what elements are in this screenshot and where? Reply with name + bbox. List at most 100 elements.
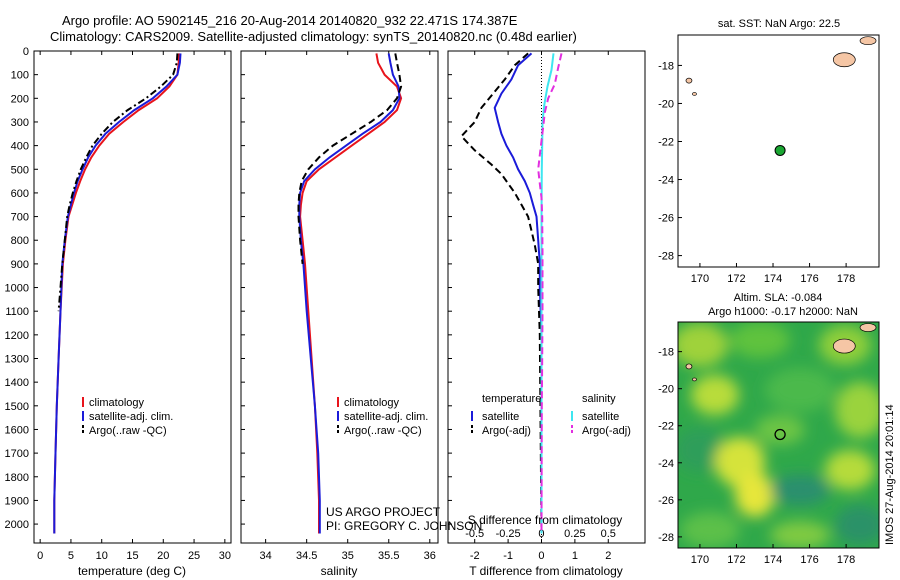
depth-ticks: 0 100 200 300 400 500 600 700 800 900 1000 1100 1200… [5,46,452,531]
sst-map-ticks: 170 172 174 176 178 -18 -20 -22 -24 -26 -28 [658,60,855,285]
sla-map-title: Altim. SLA: -0.084 [734,292,823,304]
s-difference-label: S difference from climatology [468,513,623,527]
depth-tick-label: 1500 [5,401,29,413]
longitude-tick-label: 176 [800,273,818,285]
longitude-tick-label: 178 [837,273,855,285]
series-line-satellite-adj-clim- [53,53,182,534]
latitude-tick-label: -22 [658,421,674,433]
series-line-argo-raw-qc- [297,53,403,265]
depth-tick-label: 200 [11,93,29,105]
project-credit: US ARGO PROJECT [326,505,441,519]
temperature-legend: climatology satellite-adj. clim. Argo(..ra… [82,397,173,437]
x-tick-label: -2 [470,550,480,562]
x-tick-label: 0 [538,550,544,562]
series-line-temperature-satellite [493,52,543,534]
island-shape [692,92,697,96]
x-tick-label: 35.5 [378,550,399,562]
x-tick-label: 34 [260,550,272,562]
x-tick-label: 34.5 [296,550,317,562]
longitude-tick-label: 174 [764,554,782,566]
latitude-tick-label: -28 [658,532,674,544]
depth-tick-label: 500 [11,164,29,176]
legend-label: Argo(..raw -QC) [344,425,422,437]
x-tick-label: 20 [157,550,169,562]
sla-map-ticks: 170 172 174 176 178 -18 -20 -22 -24 -26 -28 [658,347,855,566]
longitude-tick-label: 170 [691,554,709,566]
latitude-tick-label: -22 [658,136,674,148]
imos-timestamp: IMOS 27-Aug-2014 20:01:14 [884,404,896,545]
island-shape [685,363,693,370]
depth-tick-label: 400 [11,141,29,153]
s-diff-tick-label: 0.25 [564,528,585,540]
x-tick-label: 15 [126,550,138,562]
depth-tick-label: 2000 [5,519,29,531]
depth-tick-label: 1000 [5,283,29,295]
depth-tick-label: 1800 [5,472,29,484]
salinity-lines [297,53,403,534]
island-shape [859,323,877,332]
header-line-2: Climatology: CARS2009. Satellite-adjuste… [50,29,577,44]
salinity-x-ticks: 34 34.5 35 35.5 36 [260,51,436,562]
sla-map-panel: Altim. SLA: -0.084 Argo h1000: -0.17 h20… [658,292,880,566]
difference-legend: temperature satellite Argo(-adj) salinity sa… [471,393,631,437]
legend-label: Argo(..raw -QC) [89,425,167,437]
depth-tick-label: 100 [11,70,29,82]
depth-tick-label: 900 [11,259,29,271]
depth-tick-label: 600 [11,188,29,200]
x-tick-label: 35 [342,550,354,562]
difference-axes-frame [447,50,646,544]
island-shape [685,77,693,84]
x-tick-label: 36 [424,550,436,562]
x-tick-label: 30 [219,550,231,562]
float-location-marker [774,144,786,156]
latitude-tick-label: -20 [658,384,674,396]
header-line-1: Argo profile: AO 5902145_216 20-Aug-2014… [62,13,518,28]
x-tick-label: 1 [572,550,578,562]
latitude-tick-label: -28 [658,251,674,263]
series-line-salinity-argo-adj- [537,53,563,534]
temperature-xlabel: temperature (deg C) [78,564,186,578]
s-difference-ticks: -0.5 -0.25 0 0.25 0.5 [465,528,616,540]
legend-label: Argo(-adj) [482,425,531,437]
pi-credit: PI: GREGORY C. JOHNSON [326,519,482,533]
sla-map-subtitle: Argo h1000: -0.17 h2000: NaN [708,306,858,318]
s-diff-tick-label: 0.5 [601,528,616,540]
temperature-x-ticks: 0 5 10 15 20 25 30 [37,51,231,562]
depth-tick-label: 1200 [5,330,29,342]
island-shape [859,36,877,46]
temperature-panel: 0100200300400500600700800900100011001200… [5,46,452,578]
legend-label: climatology [89,397,145,409]
sla-field [678,322,879,548]
depth-tick-label: 700 [11,212,29,224]
longitude-tick-label: 172 [727,554,745,566]
legend-label: satellite-adj. clim. [344,411,428,423]
legend-label: Argo(-adj) [582,425,631,437]
salinity-legend: climatology satellite-adj. clim. Argo(..ra… [337,397,428,437]
series-line-climatology [299,53,403,534]
island-shape [692,377,697,382]
depth-tick-label: 1600 [5,424,29,436]
s-diff-tick-label: -0.25 [496,528,521,540]
series-line-satellite-adj-clim- [298,53,401,534]
salinity-panel: 34 34.5 35 35.5 36 salinity climatology satel… [240,50,482,578]
series-line-temperature-argo-adj- [460,52,543,534]
depth-tick-label: 300 [11,117,29,129]
float-location-marker [774,428,786,441]
longitude-tick-label: 172 [727,273,745,285]
depth-tick-label: 1900 [5,495,29,507]
x-tick-label: 10 [96,550,108,562]
sla-map-frame [677,321,880,549]
salinity-axes-frame [240,50,439,544]
difference-panel: -2 -1 0 1 2 -0.5 -0.25 0 0.25 0.5 S difference f… [447,50,646,578]
latitude-tick-label: -26 [658,495,674,507]
legend-header: salinity [582,393,616,405]
longitude-tick-label: 178 [837,554,855,566]
salinity-xlabel: salinity [321,564,358,578]
depth-tick-label: 1300 [5,354,29,366]
x-tick-label: 25 [188,550,200,562]
latitude-tick-label: -18 [658,60,674,72]
latitude-tick-label: -20 [658,98,674,110]
depth-tick-label: 0 [23,46,29,58]
latitude-tick-label: -24 [658,175,674,187]
t-difference-ticks: -2 -1 0 1 2 [470,51,611,562]
